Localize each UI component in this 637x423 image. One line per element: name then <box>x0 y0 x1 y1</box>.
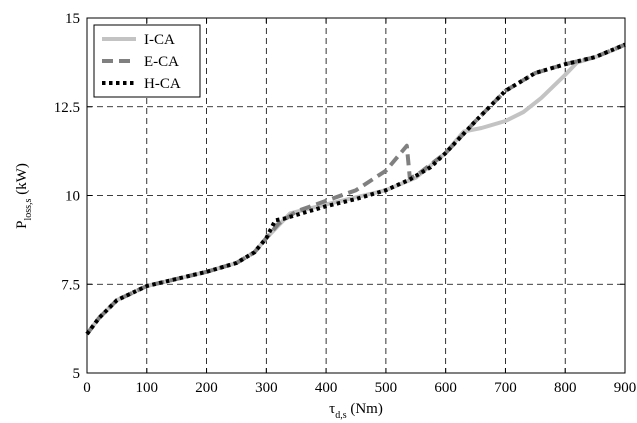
legend-label-i-ca: I-CA <box>144 32 175 48</box>
x-tick-label: 0 <box>83 380 91 396</box>
x-tick-label: 200 <box>195 380 218 396</box>
series-line-e-ca <box>85 42 626 336</box>
x-tick-label: 100 <box>136 380 159 396</box>
x-tick-label: 400 <box>315 380 338 396</box>
legend-label-h-ca: H-CA <box>144 76 181 92</box>
y-tick-label: 7.5 <box>61 277 80 293</box>
tick-marks <box>86 17 626 374</box>
x-axis-label: τd,s (Nm) <box>329 401 383 421</box>
x-tick-labels: 0 100 200 300 400 500 600 700 800 900 <box>83 380 636 396</box>
x-tick-label: 800 <box>554 380 577 396</box>
y-tick-label: 5 <box>73 366 81 382</box>
y-tick-label: 15 <box>65 11 80 27</box>
y-tick-label: 12.5 <box>54 100 80 116</box>
y-axis-label-unit: (kW) <box>14 163 30 198</box>
x-tick-label: 500 <box>375 380 398 396</box>
x-tick-label: 700 <box>494 380 517 396</box>
y-axis-label-main: P <box>14 221 30 229</box>
x-axis-label-sub: d,s <box>335 410 347 421</box>
series-lines <box>85 42 626 336</box>
y-tick-labels: 5 7.5 10 12.5 15 <box>54 11 80 382</box>
x-tick-label: 900 <box>614 380 637 396</box>
y-axis-label-sub: loss,s <box>23 198 34 220</box>
x-axis-label-unit: (Nm) <box>347 401 383 417</box>
y-axis-label: Ploss,s (kW) <box>14 163 34 229</box>
legend: I-CA E-CA H-CA <box>93 24 201 98</box>
y-tick-label: 10 <box>65 189 80 205</box>
grid-lines <box>87 18 625 373</box>
x-axis-label-main: τ <box>329 401 335 417</box>
x-tick-label: 600 <box>434 380 457 396</box>
legend-label-e-ca: E-CA <box>144 54 179 70</box>
x-tick-label: 300 <box>255 380 278 396</box>
series-line-h-ca <box>85 42 626 336</box>
